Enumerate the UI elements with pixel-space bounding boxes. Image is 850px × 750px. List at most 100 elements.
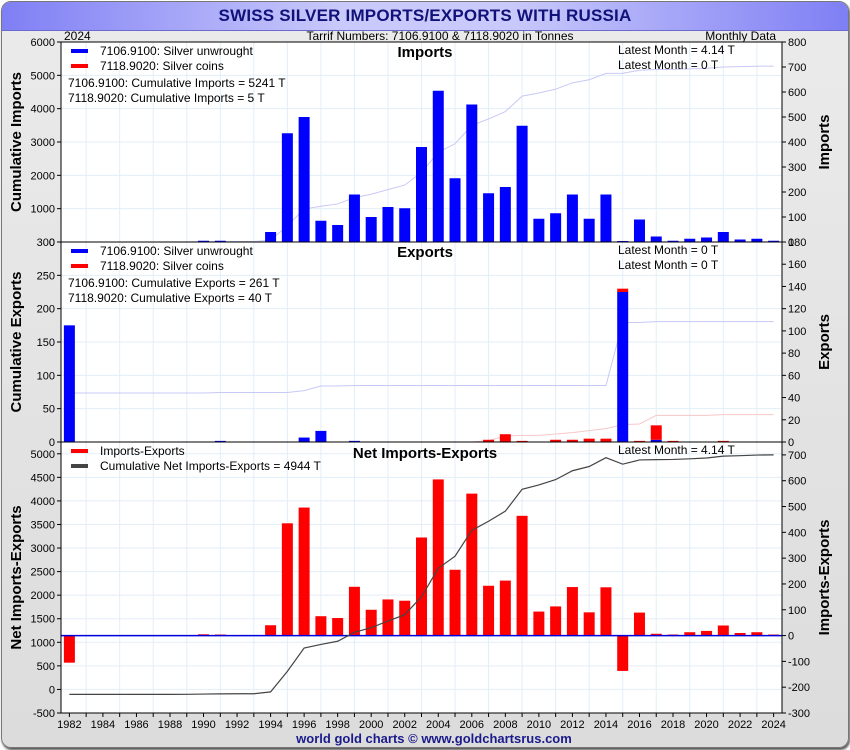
exports-coins-bar (717, 440, 729, 442)
x-tick-label: 2004 (426, 719, 450, 731)
legend-label: 7118.9020: Silver coins (100, 59, 224, 73)
y-tick-label-right: 400 (788, 527, 806, 539)
y-tick-label-left: 1000 (31, 637, 55, 649)
chart-marks (61, 65, 782, 695)
y-tick-label-left: 6000 (31, 37, 55, 49)
y-tick-label-left: 0 (49, 437, 55, 449)
y-tick-label-left: 300 (37, 237, 55, 249)
panel-title-net: Net Imports-Exports (353, 445, 497, 462)
axes (57, 41, 786, 717)
y-tick-label-right: 700 (788, 62, 806, 74)
imports-unwrought-bar (751, 238, 763, 242)
x-tick-label: 2006 (460, 719, 484, 731)
title-bar: SWISS SILVER IMPORTS/EXPORTS WITH RUSSIA (2, 2, 848, 31)
y-tick-label-left: 3500 (31, 519, 55, 531)
imports-unwrought-bar (466, 104, 478, 242)
y-tick-label-right: 200 (788, 187, 806, 199)
cumulative-annotation: 7106.9100: Cumulative Imports = 5241 T (68, 76, 286, 90)
exports-coins-bar (550, 439, 562, 442)
y-tick-label-right: 0 (788, 437, 794, 449)
y-tick-label-right: 500 (788, 502, 806, 514)
net-bar (416, 537, 427, 636)
y-tick-label-left: 50 (43, 404, 55, 416)
cumulative-exports-unwrought-line (69, 321, 774, 394)
y-tick-label-right: 500 (788, 112, 806, 124)
net-bar (265, 625, 277, 636)
legend-label: 7118.9020: Silver coins (100, 259, 224, 273)
imports-unwrought-bar (399, 208, 411, 242)
imports-unwrought-bar (449, 178, 461, 242)
cumulative-annotation: 7118.9020: Cumulative Exports = 40 T (68, 291, 273, 305)
exports-unwrought-bar (298, 437, 310, 442)
x-tick-label: 2012 (560, 719, 584, 731)
y-tick-label-right: 200 (788, 579, 806, 591)
y-tick-label-left: 2000 (31, 170, 55, 182)
y-tick-label-right: 400 (788, 137, 806, 149)
y-tick-label-left: 3000 (31, 543, 55, 555)
y-tick-label-right: 40 (788, 393, 800, 405)
net-bar (600, 587, 612, 636)
exports-coins-bar (650, 425, 662, 440)
imports-unwrought-bar (265, 232, 277, 242)
exports-unwrought-bar (348, 440, 360, 442)
exports-coins-bar (667, 440, 679, 442)
exports-coins-bar (633, 440, 645, 442)
legend-swatch (71, 64, 88, 68)
legend-label: Cumulative Net Imports-Exports = 4944 T (100, 459, 322, 473)
imports-unwrought-bar (348, 194, 360, 242)
y-tick-label-right: 0 (788, 631, 794, 643)
y-tick-label-right: 600 (788, 87, 806, 99)
y-tick-label-right: 300 (788, 162, 806, 174)
imports-unwrought-bar (499, 187, 511, 242)
y-tick-label-right: 80 (788, 348, 800, 360)
imports-unwrought-bar (633, 219, 645, 242)
exports-coins-bar (617, 288, 629, 292)
net-bar (499, 580, 511, 636)
net-bar (332, 618, 344, 636)
y-tick-label-right: 180 (788, 237, 806, 249)
net-bar (298, 507, 310, 636)
imports-unwrought-bar (198, 240, 210, 242)
net-bar (449, 569, 461, 636)
net-bar (315, 616, 327, 636)
net-bar (701, 630, 713, 636)
imports-unwrought-bar (734, 239, 746, 242)
y-tick-label-left: 0 (49, 237, 55, 249)
imports-unwrought-bar (214, 240, 226, 242)
y-tick-label-right: 100 (788, 326, 806, 338)
imports-unwrought-bar (365, 217, 377, 242)
y-tick-label-right: 100 (788, 212, 806, 224)
net-bar (348, 586, 360, 636)
legend-swatch (71, 49, 88, 53)
y-tick-label-left: 4000 (31, 496, 55, 508)
net-bar (734, 632, 746, 636)
y-tick-label-left: 2000 (31, 590, 55, 602)
x-tick-label: 1986 (124, 719, 148, 731)
net-bar (516, 515, 528, 636)
y-tick-label-right: 600 (788, 476, 806, 488)
y-tick-label-right: 120 (788, 304, 806, 316)
y-tick-label-left: 5000 (31, 449, 55, 461)
y-tick-label-left: 2500 (31, 567, 55, 579)
x-tick-label: 2014 (594, 719, 618, 731)
y-tick-label-left: 250 (37, 270, 55, 282)
legend-label: 7106.9100: Silver unwrought (100, 44, 253, 58)
footer-credit: world gold charts © www.goldchartsrus.co… (295, 731, 572, 746)
x-tick-label: 1994 (258, 719, 282, 731)
x-tick-label: 1998 (325, 719, 349, 731)
y-tick-label-left: 200 (37, 304, 55, 316)
x-tick-label: 2020 (694, 719, 718, 731)
y-tick-label-right: 20 (788, 415, 800, 427)
x-tick-label: 1990 (191, 719, 215, 731)
y-tick-label-left: 5000 (31, 70, 55, 82)
latest-month-annotation: Latest Month = 0 T (618, 258, 719, 272)
imports-unwrought-bar (416, 147, 427, 242)
imports-unwrought-bar (768, 240, 780, 242)
imports-unwrought-bar (550, 213, 562, 242)
year-label: 2024 (64, 29, 91, 43)
x-tick-label: 2002 (392, 719, 416, 731)
exports-unwrought-bar (214, 440, 226, 442)
y-tick-label-right: 60 (788, 370, 800, 382)
x-tick-label: 1988 (158, 719, 182, 731)
imports-unwrought-bar (315, 220, 327, 242)
